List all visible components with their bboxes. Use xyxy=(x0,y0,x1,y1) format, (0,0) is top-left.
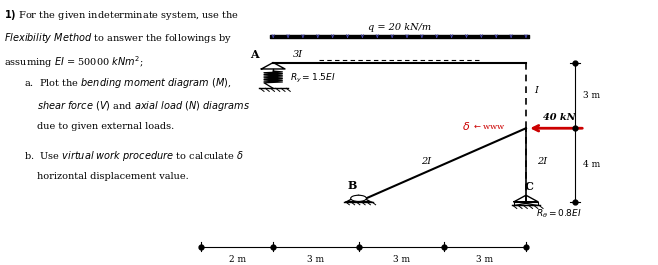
Text: I: I xyxy=(534,86,538,95)
Text: B: B xyxy=(347,180,357,191)
Text: 3 m: 3 m xyxy=(476,254,494,263)
Text: 2 m: 2 m xyxy=(228,254,245,263)
Text: $\leftarrow$www: $\leftarrow$www xyxy=(472,122,506,131)
Text: $R_{\theta} = 0.8EI$: $R_{\theta} = 0.8EI$ xyxy=(536,208,582,220)
Text: $\mathbf{1)}$ For the given indeterminate system, use the: $\mathbf{1)}$ For the given indeterminat… xyxy=(4,8,239,23)
Text: $\mathit{Flexibility\ Method}$ to answer the followings by: $\mathit{Flexibility\ Method}$ to answer… xyxy=(4,31,232,45)
Text: horizontal displacement value.: horizontal displacement value. xyxy=(37,172,189,181)
Text: 3 m: 3 m xyxy=(307,254,324,263)
Text: 4 m: 4 m xyxy=(583,161,600,169)
Text: 40 kN: 40 kN xyxy=(543,113,575,122)
Text: q = 20 kN/m: q = 20 kN/m xyxy=(368,23,431,32)
Text: $R_y = 1.5EI$: $R_y = 1.5EI$ xyxy=(290,72,336,85)
Text: 3 m: 3 m xyxy=(393,254,410,263)
Text: b.  Use $\mathit{virtual\ work\ procedure}$ to calculate $\delta$: b. Use $\mathit{virtual\ work\ procedure… xyxy=(24,149,243,163)
Text: 3I: 3I xyxy=(293,50,303,59)
Text: $\mathit{shear\ force\ (V)}$ and $\mathit{axial\ load\ (N)\ diagrams}$: $\mathit{shear\ force\ (V)}$ and $\mathi… xyxy=(37,99,250,113)
Text: A: A xyxy=(250,50,259,60)
Text: 2I: 2I xyxy=(420,157,431,166)
Text: assuming $EI$ = 50000 $kNm^2$;: assuming $EI$ = 50000 $kNm^2$; xyxy=(4,54,143,70)
Text: C: C xyxy=(525,181,534,192)
Text: 2I: 2I xyxy=(538,157,547,166)
Text: due to given external loads.: due to given external loads. xyxy=(37,122,174,131)
Text: a.  Plot the $\mathit{bending\ moment\ diagram\ (M)}$,: a. Plot the $\mathit{bending\ moment\ di… xyxy=(24,76,231,90)
Text: $\delta$: $\delta$ xyxy=(462,120,470,132)
Circle shape xyxy=(351,195,367,201)
Text: 3 m: 3 m xyxy=(583,91,600,100)
